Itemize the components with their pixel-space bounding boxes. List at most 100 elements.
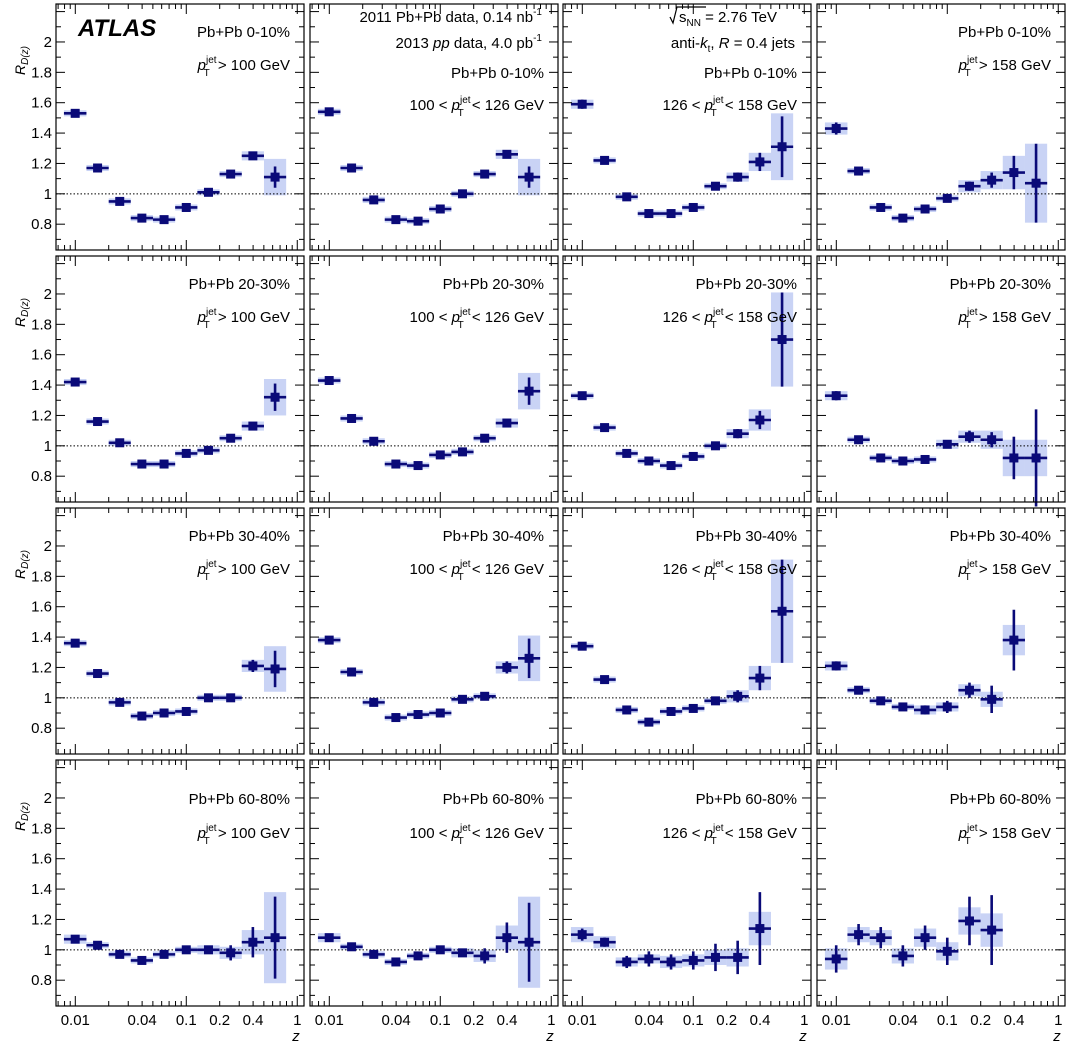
data-point [570, 928, 594, 941]
panel-r4-c1: 0.8 1 1.2 1.4 1.6 1.8 2 RD(z) 0.01 0.04 0.1 0.2 0.4 1… [12, 759, 305, 1045]
data-point [473, 948, 496, 964]
x-axis-label: z [798, 1028, 807, 1043]
sqrt-icon [669, 6, 706, 25]
data-point [86, 163, 109, 173]
centrality-label: Pb+Pb 30-40% [189, 528, 290, 545]
data-point [593, 937, 616, 947]
y-tick-label: 2 [44, 538, 52, 555]
data-point [108, 697, 131, 707]
data-point [86, 940, 109, 950]
data-point [570, 391, 594, 401]
data-point [263, 383, 287, 411]
data-point [317, 635, 341, 645]
data-point [615, 448, 638, 458]
data-point [682, 202, 705, 212]
x-tick-label: 0.04 [889, 1012, 918, 1029]
data-point [406, 710, 430, 720]
data-point [958, 682, 981, 698]
panel-frame [562, 255, 812, 503]
y-tick-label: 1 [44, 186, 52, 203]
centrality-label: Pb+Pb 30-40% [443, 528, 544, 545]
jet-pt-label: pjet T > 100 GeV [197, 55, 290, 79]
data-point [704, 943, 727, 972]
y-tick-label: 1.8 [31, 820, 52, 837]
data-point [340, 667, 363, 677]
panel-frame [562, 3, 812, 251]
data-point [1024, 409, 1048, 507]
data-point [130, 213, 153, 223]
data-point [451, 948, 474, 958]
data-point [1002, 609, 1025, 671]
centrality-label: Pb+Pb 30-40% [950, 528, 1051, 545]
data-point [659, 706, 683, 716]
data-point [429, 204, 452, 214]
data-point [130, 459, 153, 469]
data-point [495, 922, 518, 953]
data-point [473, 433, 496, 443]
data-point [384, 957, 407, 967]
data-point [682, 703, 705, 713]
y-tick-label: 1.8 [31, 568, 52, 585]
data-point [869, 696, 892, 706]
panel-frame [816, 759, 1066, 1007]
x-tick-label: 0.01 [568, 1012, 597, 1029]
y-axis-label: RD(z) [12, 298, 31, 327]
data-line-pp: 2013 pp data, 4.0 pb-1 [395, 33, 542, 52]
data-point [495, 149, 518, 159]
data-point [704, 441, 727, 451]
y-tick-label: 1.8 [31, 316, 52, 333]
data-point [263, 166, 287, 188]
data-point [726, 690, 749, 703]
x-tick-label: 0.04 [128, 1012, 157, 1029]
y-tick-label: 1 [44, 690, 52, 707]
data-point [869, 927, 892, 949]
jet-pt-label: 126 < pjet T < 158 GeV [663, 95, 797, 119]
x-tick-label: 1 [547, 1012, 555, 1029]
x-axis-label: z [291, 1028, 300, 1043]
data-point [384, 713, 407, 723]
data-point [748, 665, 771, 691]
data-point [495, 418, 518, 428]
jet-pt-label: 126 < pjet T < 158 GeV [663, 823, 797, 847]
data-point [615, 705, 638, 715]
data-point [517, 902, 541, 982]
data-point [219, 433, 242, 443]
data-point [86, 669, 109, 679]
data-point [340, 163, 363, 173]
data-point [615, 192, 638, 202]
x-tick-label: 0.01 [315, 1012, 344, 1029]
y-axis-label: RD(z) [12, 550, 31, 579]
data-point [517, 377, 541, 405]
data-point [593, 155, 616, 165]
data-point [317, 376, 341, 386]
jet-pt-label: pjet T > 158 GeV [958, 307, 1051, 331]
jet-pt-label: pjet T > 100 GeV [197, 307, 290, 331]
x-tick-label: 1 [800, 1012, 808, 1029]
jet-pt-label: pjet T > 158 GeV [958, 55, 1051, 79]
y-tick-label: 1.4 [31, 629, 52, 646]
data-point [197, 693, 220, 703]
panel-frame [55, 3, 305, 251]
y-tick-label: 2 [44, 286, 52, 303]
data-point [637, 456, 660, 466]
data-point [429, 450, 452, 460]
jet-pt-label: 126 < pjet T < 158 GeV [663, 559, 797, 583]
x-tick-label: 0.4 [1004, 1012, 1025, 1029]
x-axis-label: z [1052, 1028, 1061, 1043]
data-point [241, 421, 264, 431]
panel-r1-c4: Pb+Pb 0-10% pjet T > 158 GeV [816, 3, 1066, 251]
data-point [108, 438, 131, 448]
x-tick-label: 0.2 [463, 1012, 484, 1029]
jet-pt-label: pjet T > 158 GeV [958, 823, 1051, 847]
data-point [1024, 143, 1048, 223]
jet-pt-label: 100 < pjet T < 126 GeV [410, 95, 544, 119]
data-point [659, 954, 683, 970]
data-point [891, 702, 914, 712]
data-point [517, 638, 541, 679]
x-tick-label: 0.01 [61, 1012, 90, 1029]
y-tick-label: 1.6 [31, 599, 52, 616]
data-point [980, 172, 1003, 188]
data-point [219, 169, 242, 179]
centrality-label: Pb+Pb 0-10% [704, 65, 797, 82]
